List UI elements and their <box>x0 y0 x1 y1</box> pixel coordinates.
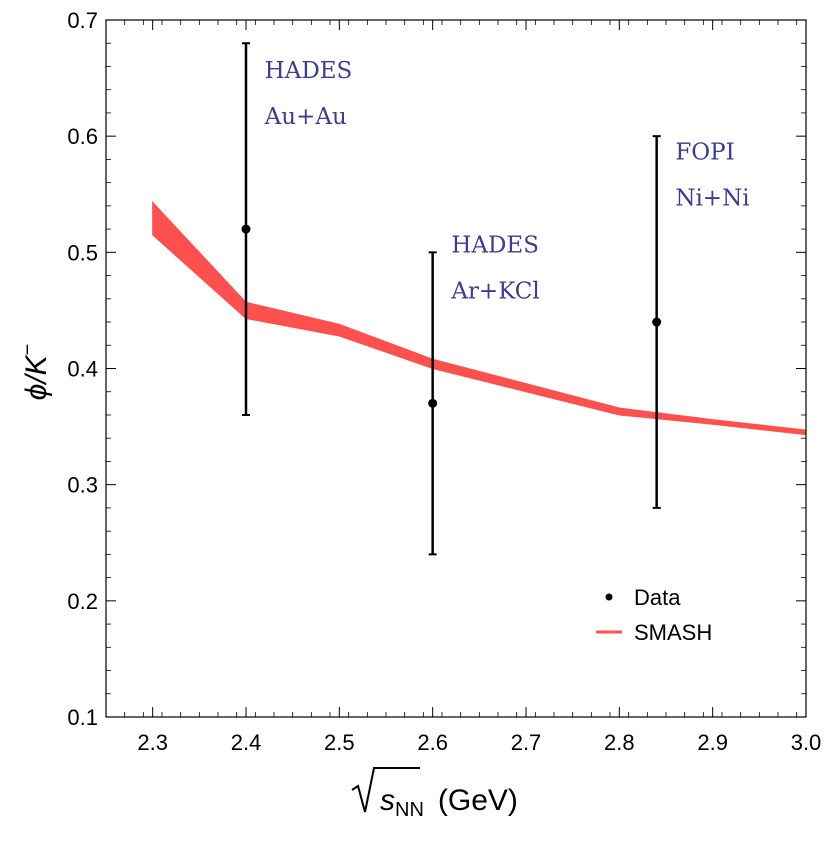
data-marker <box>652 317 662 327</box>
experiment-annotation: HADES Au+Au <box>264 58 353 130</box>
annotations: HADES Au+Au HADES Ar+KCl FOPI Ni+Ni <box>264 58 750 304</box>
svg-text:sNN(GeV): sNN (GeV) <box>380 784 518 821</box>
x-axis-label: sNN (GeV) <box>351 767 518 821</box>
y-tick-label: 0.3 <box>67 473 98 498</box>
data-point <box>652 135 662 509</box>
x-tick-label: 2.8 <box>604 730 635 755</box>
experiment-annotation: HADES Ar+KCl <box>450 232 539 304</box>
data-marker <box>428 398 438 408</box>
x-tick-label: 3.0 <box>791 730 822 755</box>
data-point <box>241 42 251 416</box>
y-tick-label: 0.5 <box>67 240 98 265</box>
x-tick-label: 2.3 <box>137 730 168 755</box>
x-tick-label: 2.5 <box>324 730 355 755</box>
x-axis-subscript: NN <box>395 799 424 821</box>
y-tick-label: 0.6 <box>67 124 98 149</box>
y-tick-label: 0.1 <box>67 705 98 730</box>
y-tick-label: 0.4 <box>67 357 98 382</box>
y-tick-label: 0.7 <box>67 8 98 33</box>
x-tick-label: 2.4 <box>231 730 262 755</box>
data-points-layer <box>241 42 662 556</box>
legend: Data SMASH <box>596 585 712 645</box>
legend-data-label: Data <box>634 585 681 610</box>
legend-data-marker <box>605 593 613 601</box>
data-marker <box>241 224 251 234</box>
x-tick-label: 2.6 <box>417 730 448 755</box>
y-axis-label: ϕ/K− <box>17 344 53 401</box>
x-tick-label: 2.9 <box>697 730 728 755</box>
y-tick-label: 0.2 <box>67 589 98 614</box>
data-point <box>428 251 438 556</box>
x-tick-label: 2.7 <box>511 730 542 755</box>
x-axis-symbol: s <box>380 784 395 817</box>
sqrt-symbol <box>351 767 420 813</box>
axis-ticks: 2.3 2.4 2.5 2.6 2.7 2.8 2.9 3.0 0.1 0.2 0.3 0.4 0.5 0… <box>67 8 821 755</box>
experiment-annotation: FOPI Ni+Ni <box>675 139 749 211</box>
x-axis-unit: (GeV) <box>438 784 518 817</box>
legend-smash-label: SMASH <box>634 620 712 645</box>
